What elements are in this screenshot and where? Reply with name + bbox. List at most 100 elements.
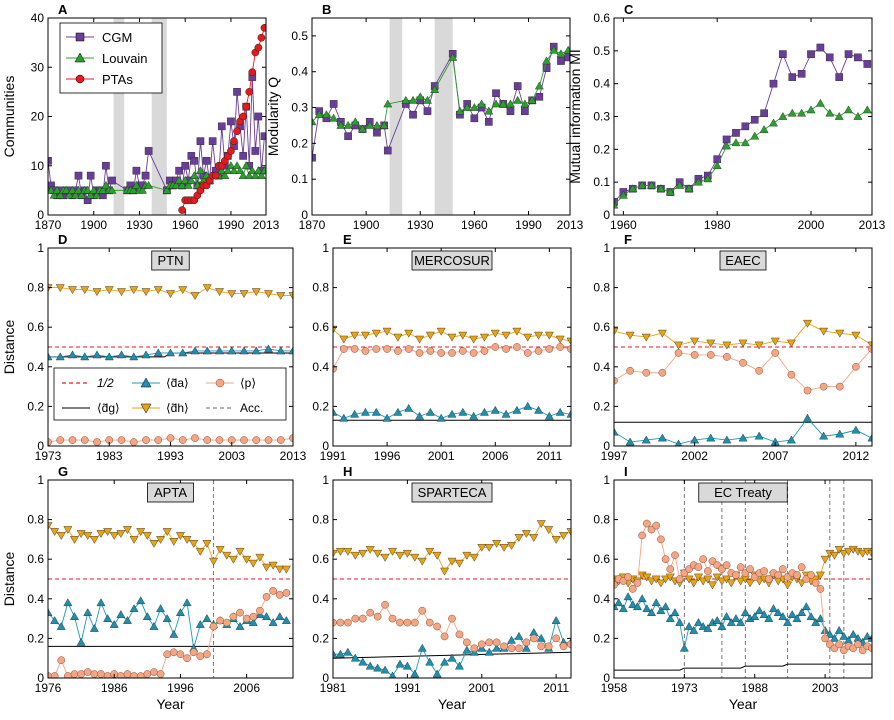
y-axis-label: Communities: [1, 76, 17, 158]
data-point-dh: [469, 335, 479, 344]
data-point-ptas: [245, 88, 254, 96]
data-point-da: [797, 608, 807, 616]
data-point-dh: [851, 331, 861, 340]
data-point-da: [89, 623, 99, 632]
data-point-dh: [175, 532, 185, 540]
data-point-cgm: [470, 114, 479, 123]
data-point-p: [97, 670, 105, 678]
data-point-cgm: [750, 115, 759, 124]
data-point-louvain: [253, 166, 263, 174]
data-point-louvain: [415, 92, 425, 101]
data-point-p: [739, 358, 747, 367]
legend-da: ⟨d̃a⟩: [132, 376, 189, 390]
data-point-dh: [182, 536, 192, 544]
data-point-dh: [783, 581, 793, 590]
y-axis-label: Distance: [1, 552, 17, 607]
data-point-dh: [858, 549, 868, 558]
data-point-louvain: [314, 110, 324, 119]
data-point-louvain: [89, 185, 99, 194]
svg-text:EC Treaty: EC Treaty: [714, 485, 772, 500]
data-point-cgm: [513, 82, 522, 90]
data-point-dh: [425, 547, 435, 556]
data-point-dh: [382, 327, 392, 336]
data-point-p: [448, 614, 456, 623]
data-point-p: [463, 638, 471, 647]
y-tick-label: 0.3: [593, 110, 610, 124]
data-point-p: [336, 618, 345, 627]
data-point-dh: [512, 327, 522, 336]
data-point-p: [674, 349, 683, 357]
data-point-cgm: [373, 128, 381, 137]
data-point-p: [116, 672, 125, 678]
data-point-da: [227, 346, 237, 355]
data-point-cgm: [254, 112, 263, 121]
data-point-dh: [566, 528, 571, 536]
data-point-p: [222, 618, 231, 627]
data-point-p: [523, 349, 532, 357]
x-tick-label: 2000: [798, 218, 825, 232]
data-point-louvain: [241, 161, 251, 170]
data-point-da: [835, 429, 845, 438]
data-point-louvain: [226, 161, 236, 170]
data-point-dh: [566, 337, 571, 346]
data-point-da: [275, 612, 285, 620]
panel-d: 1973 1983 1993 2003 2013 0 0.2 0.4 0.6 0.8 1D PTN Di…: [1, 232, 307, 463]
data-point-dh: [432, 551, 442, 560]
data-point-dh: [123, 526, 132, 535]
data-point-louvain: [513, 95, 523, 104]
data-point-louvain: [759, 125, 769, 133]
data-point-louvain: [74, 185, 83, 194]
data-point-p: [64, 672, 72, 678]
data-point-cgm: [102, 161, 110, 170]
data-point-p: [811, 579, 820, 587]
data-point-dh: [454, 559, 464, 568]
data-point-da: [129, 352, 139, 361]
data-point-louvain: [703, 174, 713, 183]
data-point-dh: [647, 577, 656, 586]
x-tick-label: 2011: [536, 449, 562, 463]
data-point-ptas: [254, 43, 263, 52]
y-tick-label: 0.1: [593, 175, 610, 189]
data-point-da: [70, 612, 79, 620]
data-point-dh: [417, 557, 427, 566]
data-point-p: [835, 382, 844, 391]
data-point-p: [366, 608, 375, 617]
data-point-da: [815, 614, 825, 622]
data-point-dh: [726, 579, 736, 588]
data-point-p: [774, 571, 783, 579]
data-point-dh: [722, 341, 732, 350]
data-point-p: [852, 362, 860, 371]
data-point-dh: [388, 547, 397, 556]
x-tick-label: 1983: [96, 449, 123, 463]
data-point-p: [868, 644, 872, 653]
data-point-da: [736, 618, 746, 626]
data-point-louvain: [379, 120, 389, 129]
data-point-da: [380, 665, 390, 674]
data-point-da: [851, 425, 861, 434]
data-point-da: [706, 433, 716, 442]
data-point-da: [523, 401, 533, 410]
data-point-dh: [436, 327, 446, 336]
data-point-louvain: [329, 113, 339, 122]
data-point-louvain: [455, 106, 465, 115]
data-point-da: [235, 622, 245, 630]
data-point-louvain: [520, 99, 530, 108]
data-point-louvain: [408, 95, 418, 104]
data-point-da: [415, 411, 424, 420]
data-point-p: [163, 650, 172, 659]
y-tick-label: 0.8: [27, 513, 44, 527]
data-point-da: [787, 610, 797, 618]
data-point-louvain: [92, 190, 102, 199]
data-point-cgm: [557, 57, 565, 65]
data-point-louvain: [358, 124, 367, 133]
data-point-dh: [333, 325, 338, 334]
panel-letter: C: [624, 2, 634, 17]
data-point-cgm: [854, 53, 862, 62]
x-tick-label: 2006: [233, 681, 260, 695]
x-tick-label: 2012: [843, 449, 870, 463]
data-point-p: [755, 366, 763, 375]
data-point-p: [415, 349, 424, 357]
x-axis-label: Year: [729, 696, 758, 712]
y-tick-label: 0.6: [27, 552, 44, 566]
